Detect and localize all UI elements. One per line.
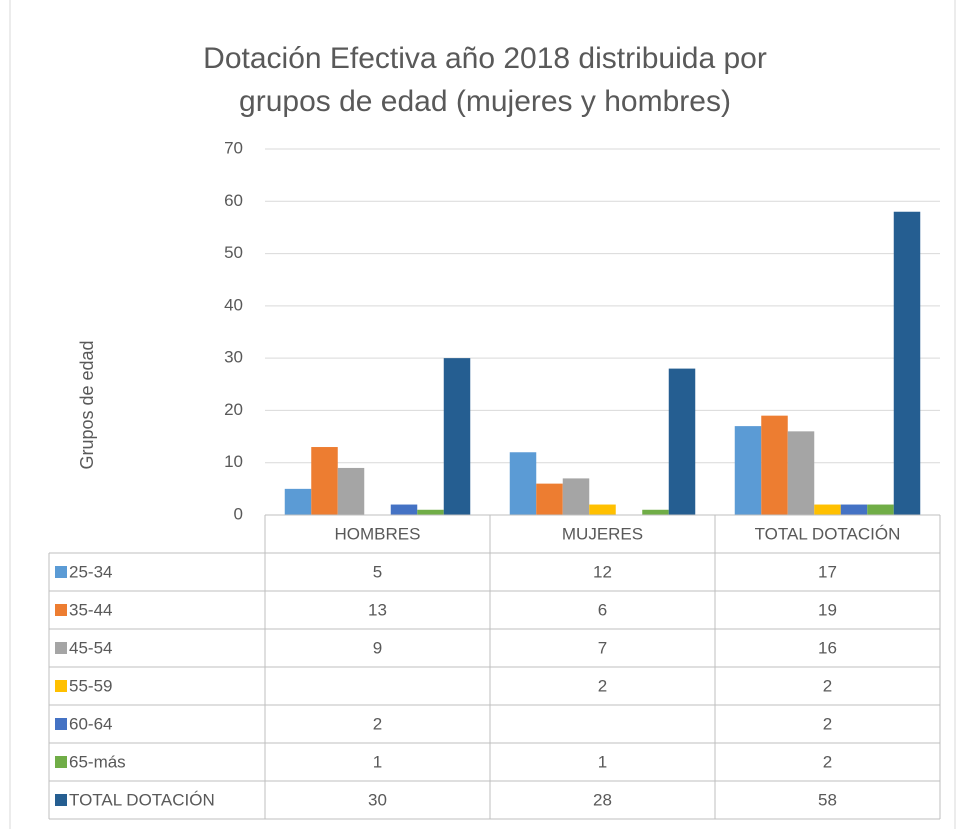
- legend-key: [55, 680, 67, 692]
- chart-border: [9, 0, 956, 829]
- bar: [284, 488, 312, 515]
- x-tick-label: MUJERES: [562, 524, 643, 543]
- y-tick-label: 70: [224, 138, 243, 157]
- y-tick-label: 60: [224, 191, 243, 210]
- y-tick-label: 10: [224, 452, 243, 471]
- bar: [840, 504, 868, 515]
- legend-key: [55, 642, 67, 654]
- legend-key: [55, 794, 67, 806]
- bar: [536, 483, 563, 515]
- table-value: 13: [368, 600, 387, 619]
- y-tick-label: 20: [224, 400, 243, 419]
- bar: [668, 368, 696, 515]
- legend-label: TOTAL DOTACIÓN: [69, 790, 215, 809]
- table-value: 7: [598, 638, 607, 657]
- y-tick-label: 30: [224, 348, 243, 367]
- legend-key: [55, 756, 67, 768]
- table-value: 12: [593, 562, 612, 581]
- bar: [642, 509, 669, 515]
- legend-key: [55, 718, 67, 730]
- bar: [509, 452, 537, 515]
- legend-key: [55, 566, 67, 578]
- bar: [814, 504, 841, 515]
- bar: [311, 447, 338, 515]
- legend-key: [55, 604, 67, 616]
- table-value: 2: [598, 676, 607, 695]
- table-value: 58: [818, 790, 837, 809]
- bar: [390, 504, 418, 515]
- bar: [417, 509, 444, 515]
- chart-title: grupos de edad (mujeres y hombres): [239, 85, 731, 118]
- bar: [893, 211, 921, 515]
- chart-title: Dotación Efectiva año 2018 distribuida p…: [203, 42, 767, 75]
- table-value: 1: [373, 752, 382, 771]
- y-tick-label: 40: [224, 295, 243, 314]
- x-tick-label: TOTAL DOTACIÓN: [755, 524, 901, 543]
- table-value: 2: [823, 676, 832, 695]
- legend-label: 25-34: [69, 562, 112, 581]
- bar: [337, 467, 365, 515]
- bar: [443, 358, 471, 515]
- table-value: 9: [373, 638, 382, 657]
- legend-label: 55-59: [69, 676, 112, 695]
- y-tick-label: 50: [224, 243, 243, 262]
- table-value: 2: [823, 714, 832, 733]
- legend-label: 65-más: [69, 752, 126, 771]
- table-value: 2: [823, 752, 832, 771]
- x-tick-label: HOMBRES: [335, 524, 421, 543]
- bar: [589, 504, 616, 515]
- table-value: 19: [818, 600, 837, 619]
- table-value: 28: [593, 790, 612, 809]
- legend-label: 35-44: [69, 600, 112, 619]
- legend-label: 60-64: [69, 714, 112, 733]
- table-value: 2: [373, 714, 382, 733]
- bar: [867, 504, 894, 515]
- table-value: 17: [818, 562, 837, 581]
- bar: [787, 431, 815, 515]
- y-axis-title: Grupos de edad: [77, 340, 97, 469]
- table-value: 1: [598, 752, 607, 771]
- bar: [761, 415, 788, 515]
- y-tick-label: 0: [234, 504, 243, 523]
- table-value: 5: [373, 562, 382, 581]
- bar: [562, 478, 590, 515]
- table-value: 6: [598, 600, 607, 619]
- legend-label: 45-54: [69, 638, 112, 657]
- bar: [734, 426, 762, 515]
- table-value: 30: [368, 790, 387, 809]
- table-value: 16: [818, 638, 837, 657]
